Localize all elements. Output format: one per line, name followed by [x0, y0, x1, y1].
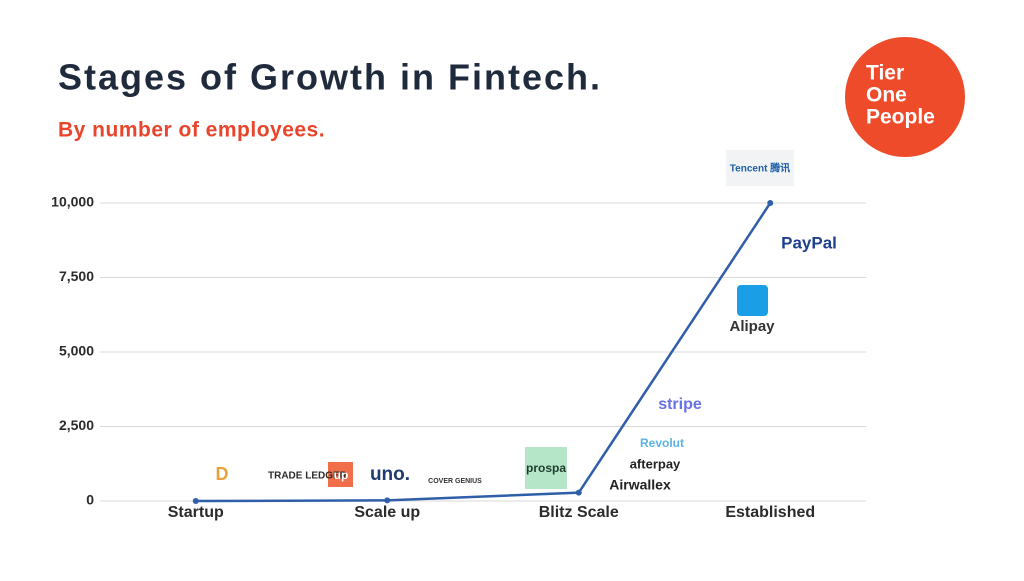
x-tick-label: Blitz Scale	[539, 504, 619, 521]
logo-label: Airwallex	[609, 477, 671, 493]
brand-text: Tier	[866, 62, 904, 85]
x-tick-label: Established	[725, 504, 815, 521]
x-tick-label: Startup	[168, 504, 224, 521]
logo-label: Revolut	[640, 436, 684, 450]
logo-label: D	[216, 464, 229, 484]
logo-label: prospa	[526, 461, 566, 475]
chart-title: Stages of Growth in Fintech.	[58, 57, 602, 98]
logo-label: COVER GENIUS	[428, 478, 482, 485]
point	[575, 489, 582, 496]
line	[195, 202, 772, 503]
logo-label: stripe	[658, 396, 702, 413]
brand-badge	[845, 37, 965, 157]
logo-label: uno.	[370, 464, 410, 485]
point	[192, 498, 199, 504]
logo-label: Tencent 腾讯	[730, 162, 790, 175]
logo-box	[726, 150, 794, 186]
y-tick-label: 10,000	[51, 194, 94, 210]
y-tick-label: 2,500	[59, 417, 94, 433]
point	[384, 497, 391, 504]
logo-box	[737, 285, 768, 316]
chart-subtitle: By number of employees.	[58, 119, 325, 142]
logo-label: afterpay	[630, 456, 681, 471]
brand-text: People	[866, 106, 935, 129]
logo-label: TRADE LEDGER	[268, 471, 348, 482]
point	[767, 200, 774, 206]
y-tick-label: 7,500	[59, 268, 94, 284]
y-tick-label: 0	[86, 492, 94, 508]
x-tick-label: Scale up	[354, 504, 420, 521]
logo-box	[525, 447, 567, 489]
logo-box	[328, 462, 353, 487]
logo-label: PayPal	[781, 233, 837, 252]
logo-label: Alipay	[729, 318, 775, 335]
y-tick-label: 5,000	[59, 343, 94, 359]
brand-text: One	[866, 84, 907, 107]
logo-label: up	[334, 468, 349, 482]
